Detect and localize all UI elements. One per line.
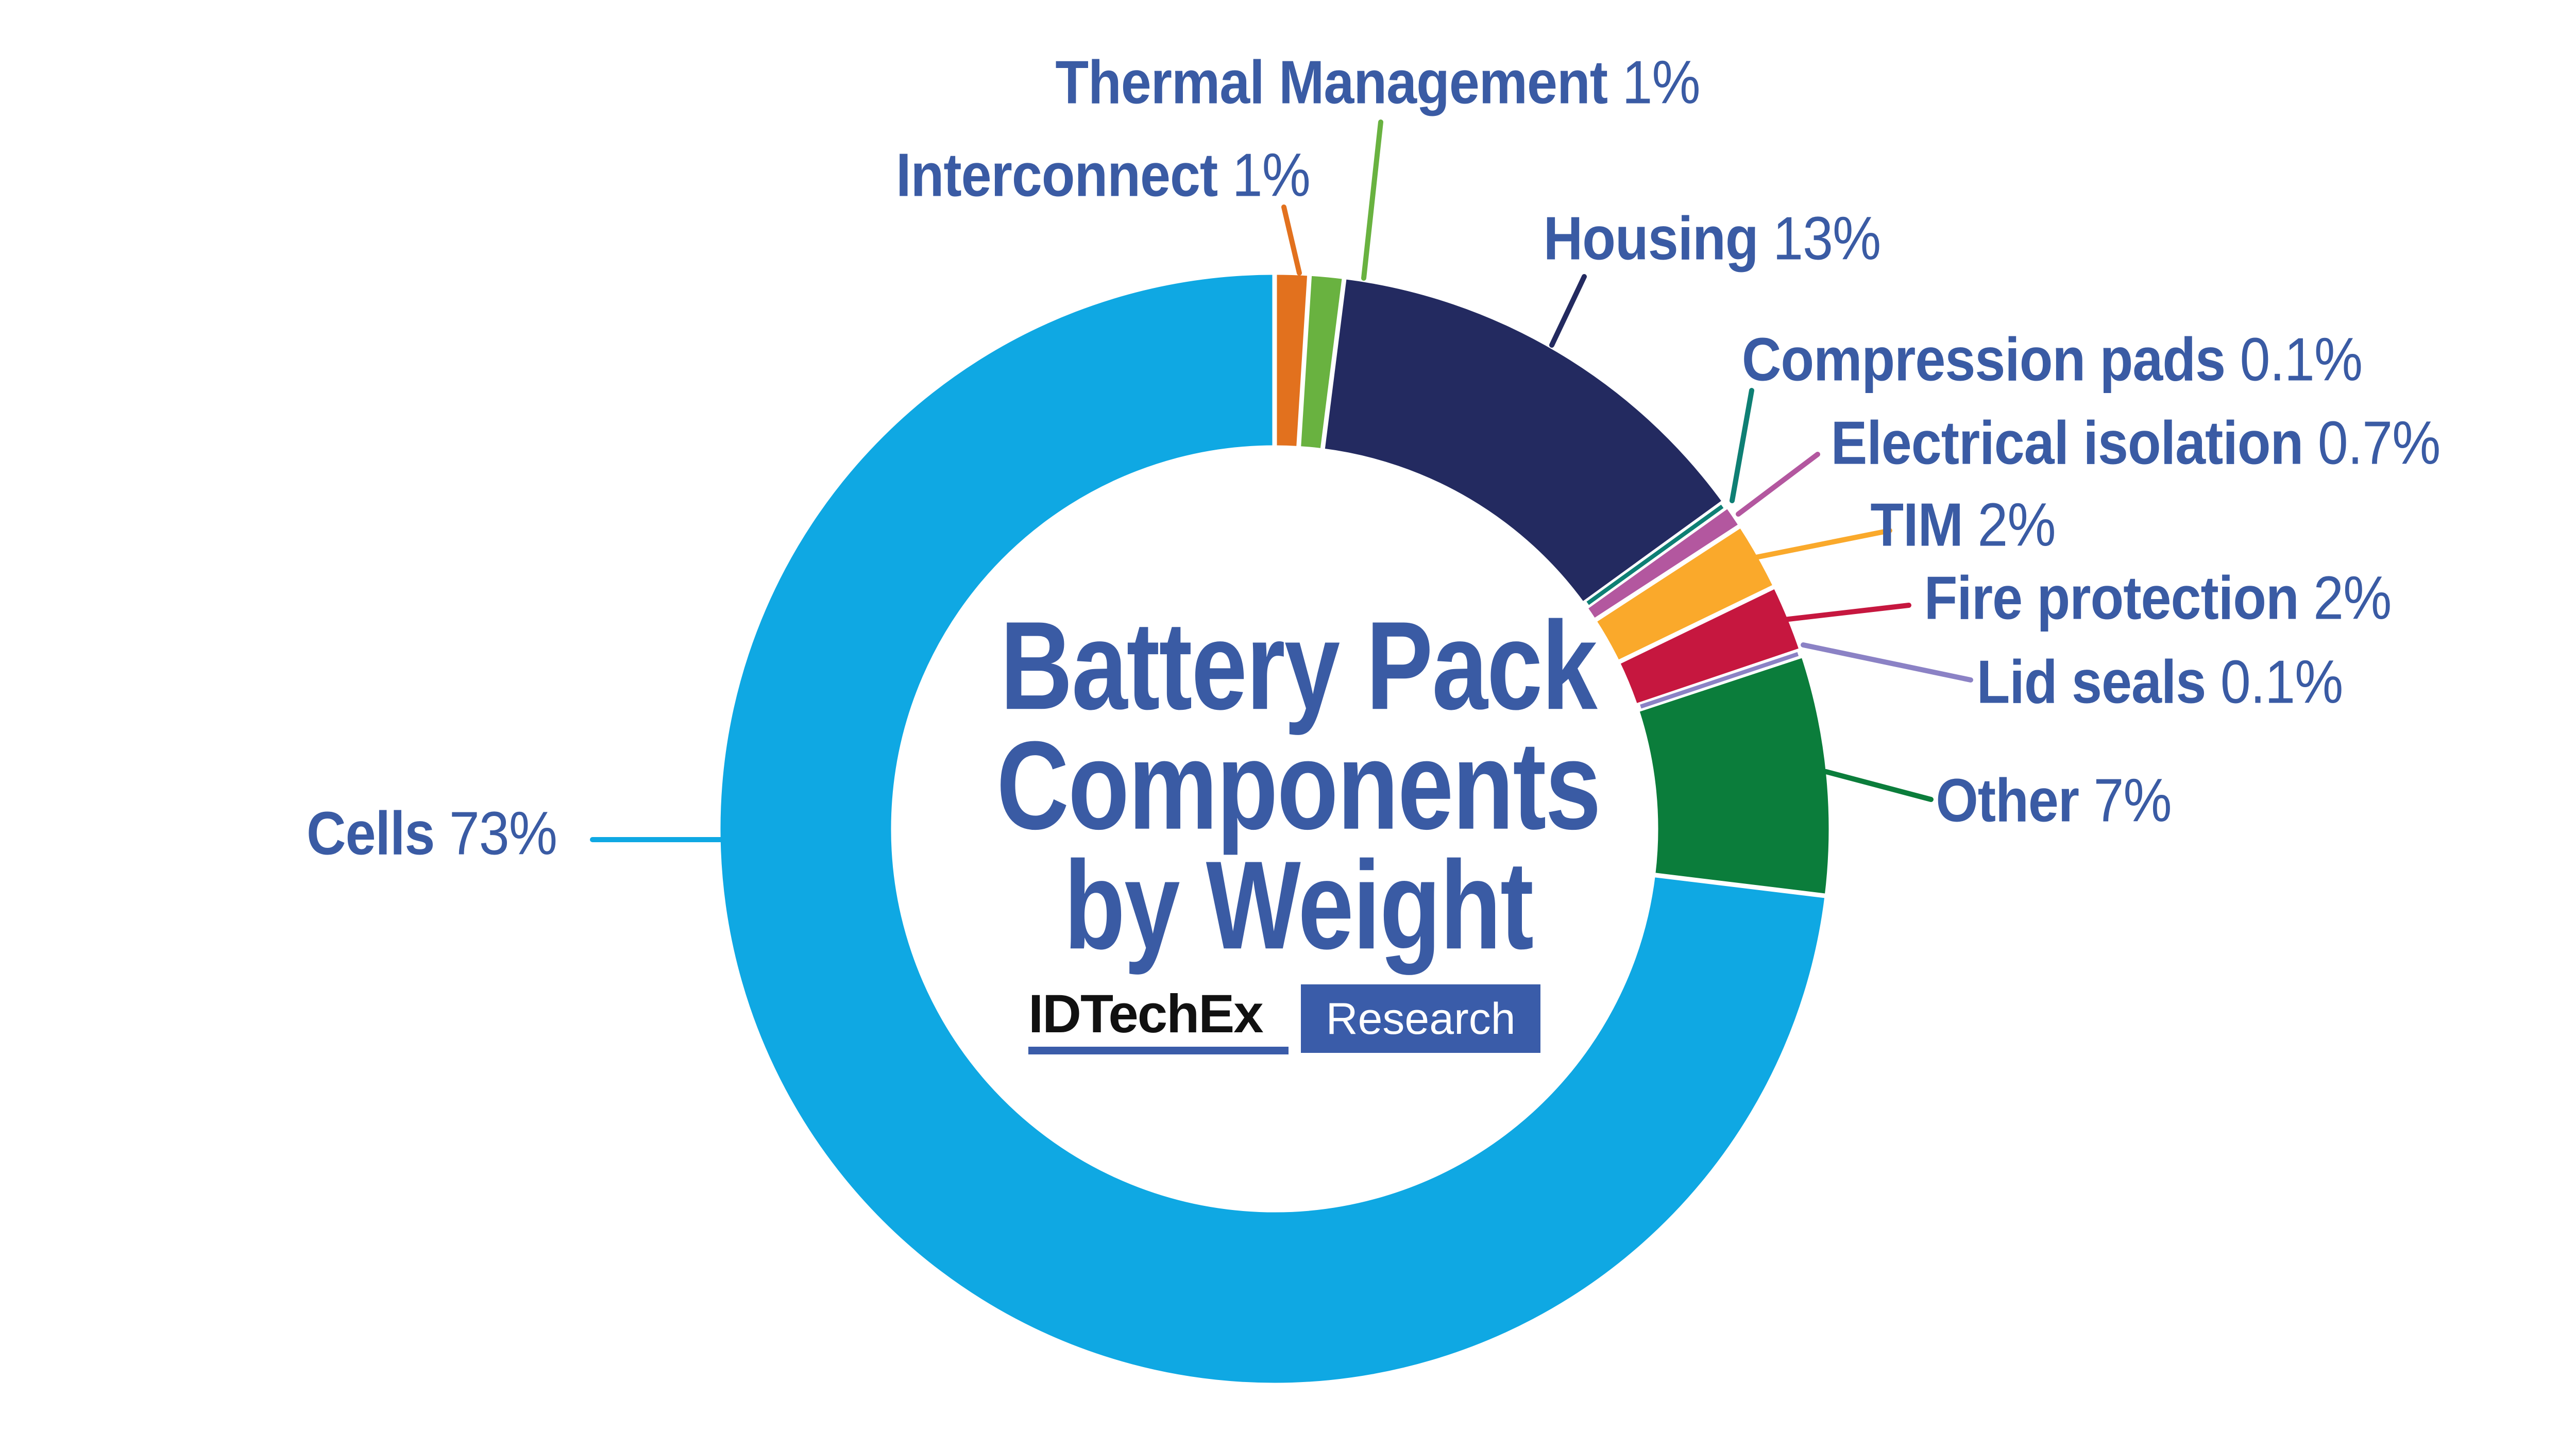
slice-value: 1% bbox=[1622, 48, 1700, 117]
slice-name: Housing bbox=[1543, 204, 1773, 273]
slice-label-cells: Cells 73% bbox=[307, 803, 557, 864]
slice-name: TIM bbox=[1870, 490, 1978, 559]
leader-line-thermal-management bbox=[1361, 120, 1383, 281]
slice-value: 2% bbox=[1977, 490, 2056, 559]
idtechex-logo: IDTechEx Research bbox=[1028, 984, 1544, 1059]
slice-name: Compression pads bbox=[1741, 325, 2240, 394]
leader-line-housing bbox=[1549, 274, 1587, 348]
leader-line-electrical-isolation bbox=[1736, 452, 1820, 517]
slice-label-electrical-isolation: Electrical isolation 0.7% bbox=[1831, 413, 2441, 474]
slice-name: Cells bbox=[307, 799, 449, 868]
logo-brand-text: IDTechEx bbox=[1028, 984, 1264, 1044]
slice-name: Thermal Management bbox=[1055, 48, 1622, 117]
slice-value: 2% bbox=[2313, 564, 2392, 633]
slice-label-housing: Housing 13% bbox=[1544, 208, 1882, 269]
chart-title-line-2: Components bbox=[996, 715, 1601, 856]
slice-name: Interconnect bbox=[896, 141, 1232, 210]
slice-value: 73% bbox=[449, 799, 557, 868]
slice-label-tim: TIM 2% bbox=[1870, 495, 2056, 556]
slice-compression-pads bbox=[1586, 504, 1724, 605]
slice-value: 0.7% bbox=[2317, 408, 2441, 478]
slice-cells bbox=[720, 275, 1825, 1383]
slice-value: 1% bbox=[1232, 141, 1311, 210]
slice-label-other: Other 7% bbox=[1936, 770, 2172, 831]
slice-label-lid-seals: Lid seals 0.1% bbox=[1977, 652, 2344, 713]
leader-line-other bbox=[1823, 769, 1934, 802]
chart-title-line-1: Battery Pack bbox=[1000, 595, 1598, 736]
chart-title-line-3: by Weight bbox=[1063, 835, 1534, 976]
slice-separator bbox=[1320, 276, 1347, 452]
leader-line-tim bbox=[1753, 528, 1892, 560]
slice-name: Electrical isolation bbox=[1831, 408, 2318, 478]
leader-line-compression-pads bbox=[1730, 388, 1754, 503]
logo-underline-bar bbox=[1028, 1047, 1289, 1054]
slice-name: Fire protection bbox=[1924, 564, 2314, 633]
leader-line-lid-seals bbox=[1801, 642, 1973, 683]
slice-value: 13% bbox=[1773, 204, 1881, 273]
slice-housing bbox=[1322, 279, 1723, 604]
slice-lid-seals bbox=[1640, 652, 1799, 709]
slice-label-fire-protection: Fire protection 2% bbox=[1924, 568, 2392, 629]
slice-separator bbox=[1296, 272, 1312, 449]
slice-value: 0.1% bbox=[2240, 325, 2363, 394]
slice-value: 0.1% bbox=[2220, 647, 2344, 717]
slice-value: 7% bbox=[2093, 766, 2172, 835]
slice-label-thermal-management: Thermal Management 1% bbox=[1055, 52, 1700, 113]
slice-label-interconnect: Interconnect 1% bbox=[896, 145, 1311, 206]
slice-separator bbox=[1592, 523, 1743, 623]
logo-research-text: Research bbox=[1326, 994, 1516, 1044]
slice-name: Lid seals bbox=[1976, 647, 2221, 717]
slice-label-compression-pads: Compression pads 0.1% bbox=[1742, 329, 2363, 390]
slice-separator bbox=[1652, 872, 1828, 899]
leader-line-interconnect bbox=[1281, 204, 1302, 276]
chart-title: Battery Pack Components by Weight bbox=[996, 595, 1601, 976]
slice-name: Other bbox=[1936, 766, 2094, 835]
slice-separator bbox=[1616, 584, 1777, 665]
logo-research-box: Research bbox=[1301, 984, 1540, 1053]
leader-line-fire-protection bbox=[1782, 603, 1911, 622]
